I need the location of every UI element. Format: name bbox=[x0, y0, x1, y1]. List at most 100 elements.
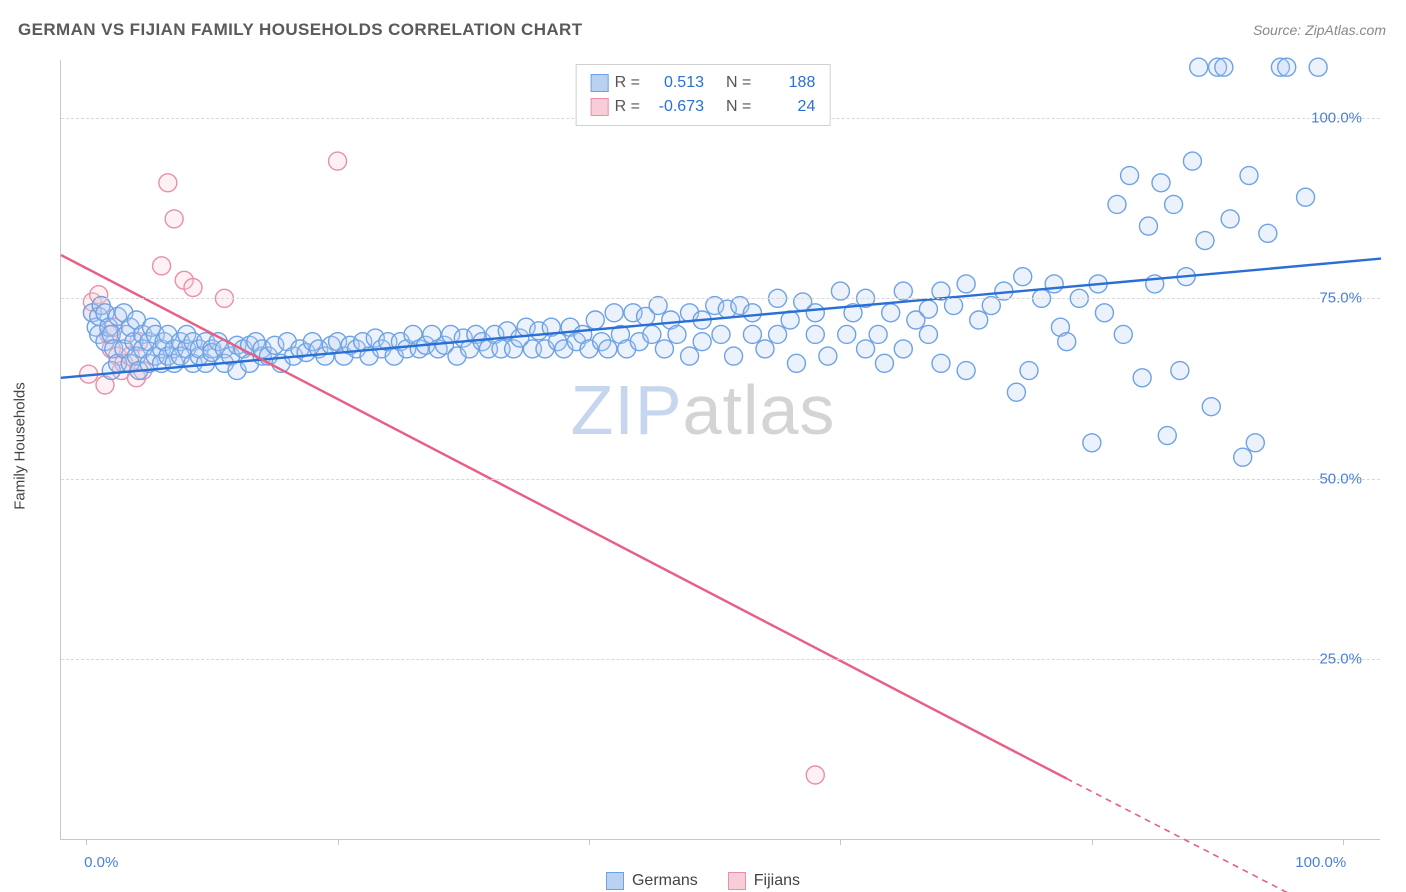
legend-swatch-fijians bbox=[591, 98, 609, 116]
scatter-point bbox=[1114, 325, 1132, 343]
correlation-chart: GERMAN VS FIJIAN FAMILY HOUSEHOLDS CORRE… bbox=[0, 0, 1406, 892]
scatter-point bbox=[838, 325, 856, 343]
scatter-point bbox=[668, 325, 686, 343]
legend-stat-row: R = -0.673 N = 24 bbox=[591, 95, 816, 119]
x-tick bbox=[1092, 839, 1093, 845]
x-tick-label: 0.0% bbox=[84, 854, 118, 871]
scatter-point bbox=[957, 275, 975, 293]
scatter-point bbox=[769, 325, 787, 343]
scatter-point bbox=[1139, 217, 1157, 235]
n-label: N = bbox=[726, 71, 751, 95]
scatter-point bbox=[932, 354, 950, 372]
scatter-point bbox=[957, 362, 975, 380]
scatter-point bbox=[159, 174, 177, 192]
scatter-point bbox=[1259, 224, 1277, 242]
scatter-point bbox=[857, 340, 875, 358]
x-tick bbox=[1343, 839, 1344, 845]
scatter-point bbox=[1158, 427, 1176, 445]
r-label: R = bbox=[615, 71, 640, 95]
gridline-h bbox=[61, 659, 1380, 660]
scatter-point bbox=[599, 340, 617, 358]
scatter-point bbox=[806, 325, 824, 343]
scatter-point bbox=[725, 347, 743, 365]
scatter-point bbox=[1215, 58, 1233, 76]
scatter-point bbox=[586, 311, 604, 329]
scatter-point bbox=[869, 325, 887, 343]
scatter-point bbox=[1014, 268, 1032, 286]
r-value-fijians: -0.673 bbox=[646, 95, 704, 119]
r-label: R = bbox=[615, 95, 640, 119]
plot-area: 25.0%50.0%75.0%100.0%0.0%100.0% bbox=[60, 60, 1380, 840]
legend-item-germans: Germans bbox=[606, 872, 698, 890]
legend-stat-row: R = 0.513 N = 188 bbox=[591, 71, 816, 95]
x-tick bbox=[338, 839, 339, 845]
plot-svg bbox=[61, 60, 1380, 839]
scatter-point bbox=[894, 340, 912, 358]
scatter-point bbox=[919, 300, 937, 318]
scatter-point bbox=[1007, 383, 1025, 401]
scatter-point bbox=[756, 340, 774, 358]
chart-title: GERMAN VS FIJIAN FAMILY HOUSEHOLDS CORRE… bbox=[18, 20, 583, 40]
legend-label: Fijians bbox=[754, 872, 800, 890]
scatter-point bbox=[806, 766, 824, 784]
scatter-point bbox=[1095, 304, 1113, 322]
scatter-point bbox=[1020, 362, 1038, 380]
scatter-point bbox=[1246, 434, 1264, 452]
scatter-point bbox=[153, 257, 171, 275]
scatter-point bbox=[1309, 58, 1327, 76]
scatter-point bbox=[329, 152, 347, 170]
scatter-point bbox=[743, 325, 761, 343]
scatter-point bbox=[1165, 195, 1183, 213]
scatter-point bbox=[875, 354, 893, 372]
scatter-point bbox=[1045, 275, 1063, 293]
source-attribution: Source: ZipAtlas.com bbox=[1253, 22, 1386, 38]
y-tick-label: 25.0% bbox=[1319, 651, 1362, 668]
scatter-point bbox=[819, 347, 837, 365]
scatter-point bbox=[1183, 152, 1201, 170]
scatter-point bbox=[1202, 398, 1220, 416]
scatter-point bbox=[919, 325, 937, 343]
n-label: N = bbox=[726, 95, 751, 119]
n-value-germans: 188 bbox=[757, 71, 815, 95]
scatter-point bbox=[655, 340, 673, 358]
legend-statistics: R = 0.513 N = 188 R = -0.673 N = 24 bbox=[576, 64, 831, 126]
scatter-point bbox=[184, 279, 202, 297]
n-value-fijians: 24 bbox=[757, 95, 815, 119]
scatter-point bbox=[1240, 167, 1258, 185]
scatter-point bbox=[1171, 362, 1189, 380]
scatter-point bbox=[1121, 167, 1139, 185]
gridline-h bbox=[61, 479, 1380, 480]
scatter-point bbox=[1083, 434, 1101, 452]
scatter-point bbox=[712, 325, 730, 343]
x-tick-label: 100.0% bbox=[1295, 854, 1346, 871]
legend-swatch-fijians bbox=[728, 872, 746, 890]
scatter-point bbox=[1234, 448, 1252, 466]
scatter-point bbox=[1221, 210, 1239, 228]
scatter-point bbox=[165, 210, 183, 228]
scatter-point bbox=[1196, 232, 1214, 250]
scatter-point bbox=[605, 304, 623, 322]
scatter-point bbox=[1133, 369, 1151, 387]
scatter-point bbox=[1058, 333, 1076, 351]
x-tick bbox=[86, 839, 87, 845]
scatter-point bbox=[1108, 195, 1126, 213]
scatter-point bbox=[1278, 58, 1296, 76]
scatter-point bbox=[970, 311, 988, 329]
scatter-point bbox=[743, 304, 761, 322]
scatter-point bbox=[1297, 188, 1315, 206]
scatter-point bbox=[1152, 174, 1170, 192]
y-axis-label: Family Households bbox=[12, 382, 29, 510]
legend-swatch-germans bbox=[591, 74, 609, 92]
scatter-point bbox=[693, 333, 711, 351]
r-value-germans: 0.513 bbox=[646, 71, 704, 95]
scatter-point bbox=[787, 354, 805, 372]
scatter-point bbox=[882, 304, 900, 322]
y-tick-label: 100.0% bbox=[1311, 109, 1362, 126]
scatter-point bbox=[643, 325, 661, 343]
legend-series: Germans Fijians bbox=[606, 872, 800, 890]
scatter-point bbox=[681, 347, 699, 365]
x-tick bbox=[840, 839, 841, 845]
x-tick bbox=[589, 839, 590, 845]
scatter-point bbox=[1190, 58, 1208, 76]
legend-label: Germans bbox=[632, 872, 698, 890]
